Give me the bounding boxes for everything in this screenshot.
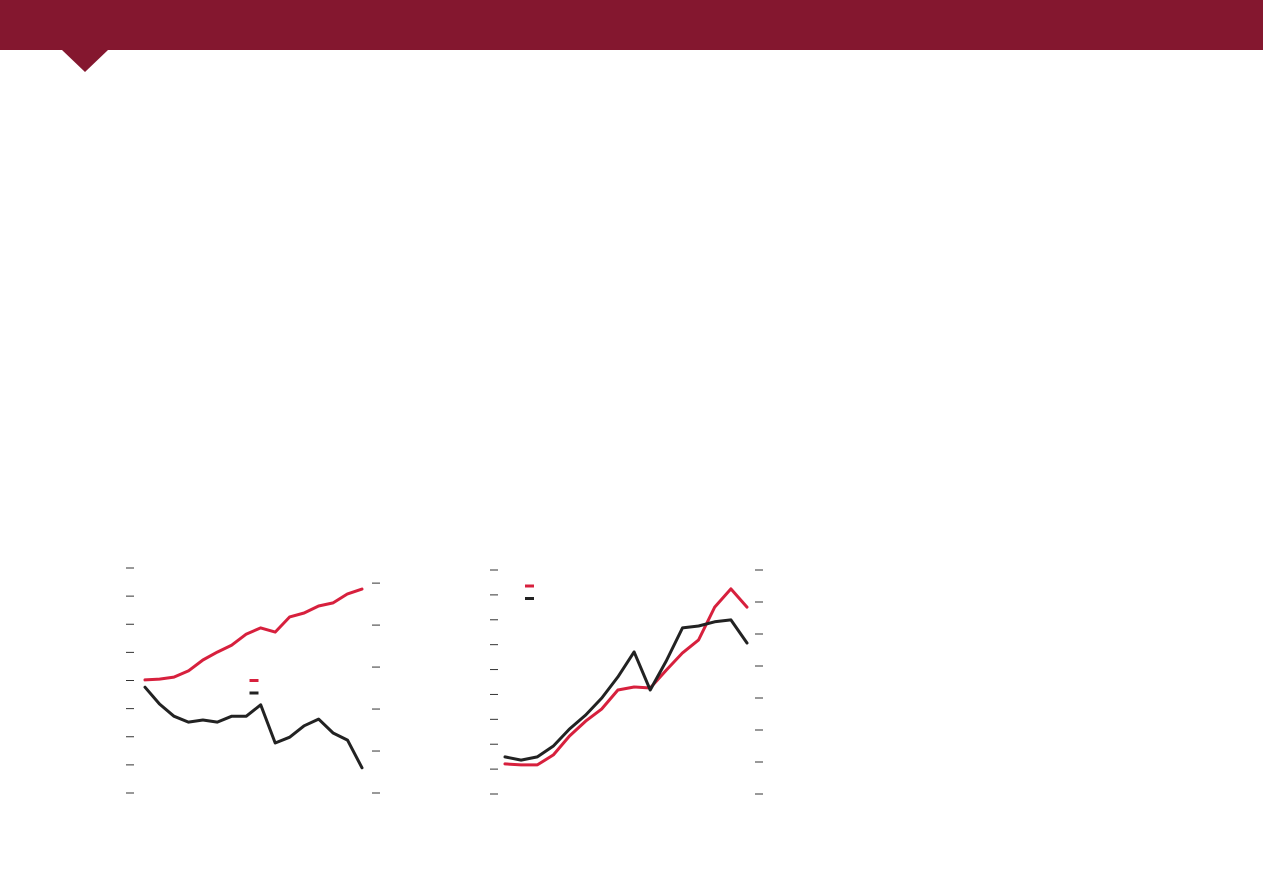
header-pointer: [62, 50, 108, 72]
series-line: [143, 685, 364, 770]
series-line: [503, 618, 749, 762]
header-bar: [0, 0, 1263, 50]
series-line: [143, 587, 364, 682]
series-line: [503, 587, 749, 767]
